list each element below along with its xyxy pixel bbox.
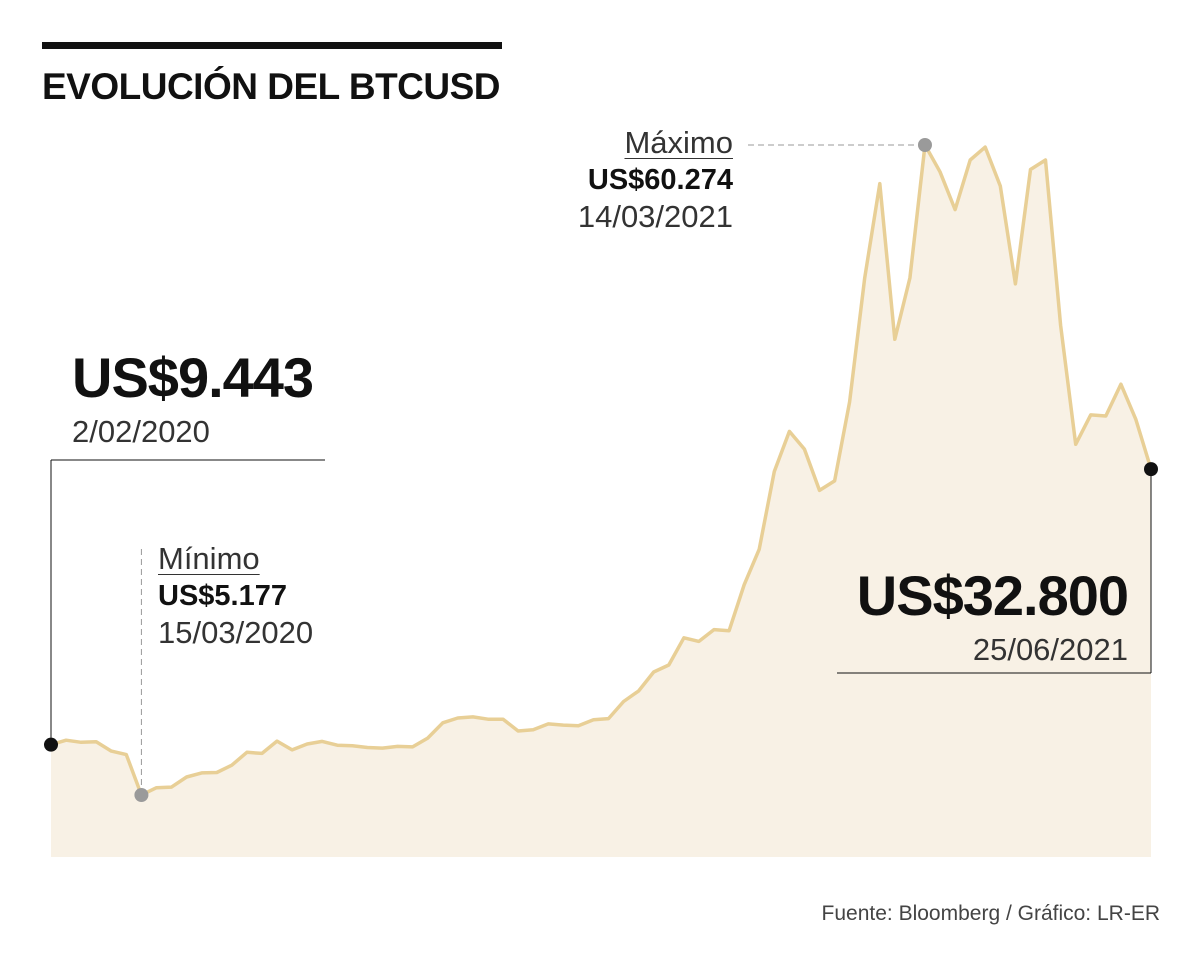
end-annotation: US$32.800 25/06/2021: [856, 564, 1129, 667]
price-line: [50, 143, 1153, 797]
min-date: 15/03/2020: [158, 615, 314, 650]
start-annotation: US$9.443 2/02/2020: [72, 346, 314, 449]
min-label: Mínimo: [158, 541, 260, 576]
max-label: Máximo: [624, 125, 733, 160]
source-note: Fuente: Bloomberg / Gráfico: LR-ER: [821, 902, 1160, 925]
title-rule: [42, 42, 502, 49]
min-annotation: Mínimo US$5.177 15/03/2020: [158, 543, 313, 648]
chart-title: EVOLUCIÓN DEL BTCUSD: [42, 66, 501, 107]
min-value: US$5.177: [158, 580, 287, 612]
price-area: [51, 145, 1151, 857]
start-marker: [44, 737, 58, 752]
max-value: US$60.274: [587, 164, 733, 196]
max-date: 14/03/2021: [577, 199, 733, 234]
end-marker: [1144, 462, 1158, 477]
end-date: 25/06/2021: [972, 632, 1128, 667]
max-annotation: Máximo US$60.274 14/03/2021: [578, 127, 733, 232]
max-marker: [917, 138, 932, 152]
end-value: US$32.800: [856, 564, 1129, 627]
min-marker: [134, 788, 149, 802]
start-value: US$9.443: [72, 346, 314, 409]
start-date: 2/02/2020: [72, 414, 210, 449]
